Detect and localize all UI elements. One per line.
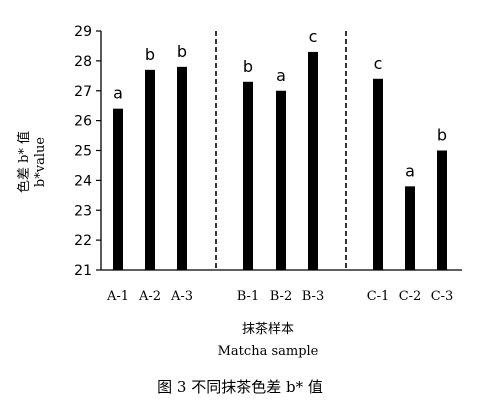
x-axis-label-en: Matcha sample <box>218 344 319 359</box>
bar-A-2 <box>145 69 155 271</box>
significance-letters-layer: a b b b a c c a b <box>113 27 447 180</box>
y-tick-label: 23 <box>74 203 92 219</box>
bar-A-3 <box>177 66 187 270</box>
bars-layer <box>113 51 447 271</box>
y-tick-label: 24 <box>74 173 92 189</box>
significance-letter: b <box>437 126 447 145</box>
y-tick-label: 28 <box>74 54 92 70</box>
bar-C-3 <box>437 150 447 270</box>
y-axis-label-cn: 色差 b* 值 <box>16 131 32 193</box>
bar-B-1 <box>243 81 253 270</box>
x-tick-label: C-3 <box>431 289 454 304</box>
significance-letter: b <box>177 42 187 61</box>
x-tick-label: C-1 <box>367 289 390 304</box>
x-tick-label: C-2 <box>399 289 422 304</box>
bar-A-1 <box>113 108 123 270</box>
significance-letter: b <box>145 45 155 64</box>
significance-letter: c <box>374 54 383 73</box>
bar-C-2 <box>405 186 415 270</box>
y-tick-label: 29 <box>74 24 92 40</box>
y-tick-label: 22 <box>74 233 92 249</box>
significance-letter: a <box>405 161 415 180</box>
significance-letter: a <box>276 66 286 85</box>
x-tick-labels-layer: A-1 A-2 A-3 B-1 B-2 B-3 C-1 C-2 C-3 <box>106 289 453 304</box>
x-tick-label: B-2 <box>270 289 292 304</box>
y-tick-label: 21 <box>74 263 92 279</box>
significance-letter: c <box>309 27 318 46</box>
y-tick-label: 27 <box>74 84 92 100</box>
x-tick-label: B-3 <box>302 289 324 304</box>
x-tick-label: A-1 <box>106 289 129 304</box>
figure-caption: 图 3 不同抹茶色差 b* 值 <box>157 378 323 396</box>
bar-B-3 <box>308 51 318 270</box>
x-tick-label: A-3 <box>170 289 193 304</box>
significance-letter: a <box>113 84 123 103</box>
y-axis-label-en: b*value <box>33 137 48 187</box>
bar-B-2 <box>276 90 286 270</box>
y-tick-label: 26 <box>74 114 92 130</box>
x-tick-label: B-1 <box>237 289 259 304</box>
x-tick-label: A-2 <box>138 289 161 304</box>
y-tick-labels-layer: 21 22 23 24 25 26 27 28 29 <box>74 24 101 279</box>
bar-C-1 <box>373 78 383 270</box>
x-axis-label-cn: 抹茶样本 <box>242 321 294 337</box>
y-tick-label: 25 <box>74 144 92 160</box>
significance-letter: b <box>243 57 253 76</box>
